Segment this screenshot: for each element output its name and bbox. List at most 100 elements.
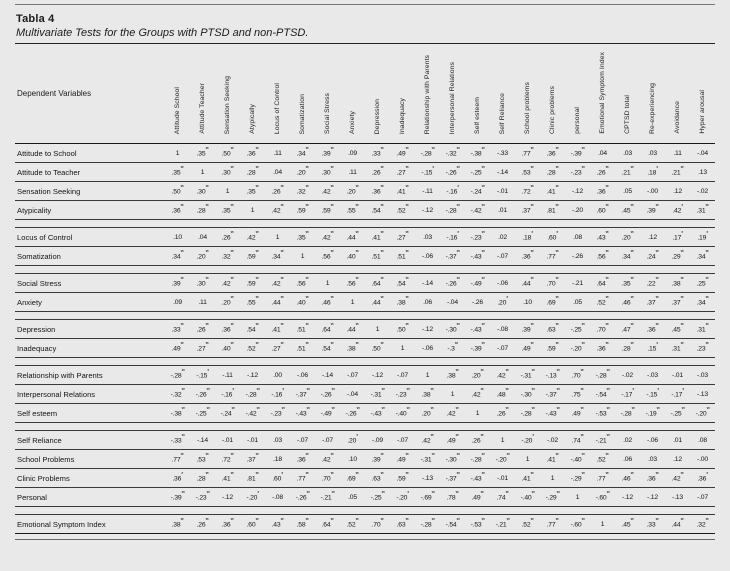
value-cell: .01 <box>665 430 690 450</box>
value-cell: .20* <box>490 292 515 312</box>
value-cell: -.38** <box>465 143 490 163</box>
value-cell: .54** <box>365 200 390 220</box>
value-cell: .70** <box>365 514 390 534</box>
table-row: Emotional Symptom Index .38** .26** .36** .6… <box>15 514 715 534</box>
value-cell: .40** <box>215 338 240 358</box>
value-cell: .33** <box>365 143 390 163</box>
value-cell: 1 <box>365 319 390 339</box>
value-cell: .31** <box>690 200 715 220</box>
value-cell: .41** <box>515 468 540 488</box>
value-cell: -.23** <box>390 384 415 404</box>
value-cell: .35** <box>290 227 315 247</box>
value-cell: .35** <box>615 273 640 293</box>
column-header: Self esteem <box>465 44 490 144</box>
value-cell: .77** <box>165 449 190 469</box>
table-row: Self Reliance -.33** -.14 -.01 -.01.03 -.07 -.… <box>15 430 715 450</box>
value-cell: .27** <box>390 227 415 247</box>
value-cell: .42** <box>215 273 240 293</box>
value-cell: .44** <box>665 514 690 534</box>
value-cell: .44** <box>340 319 365 339</box>
value-cell: .04 <box>190 227 215 247</box>
value-cell: .49** <box>440 430 465 450</box>
value-cell: .60* <box>265 468 290 488</box>
value-cell: -.25** <box>665 403 690 423</box>
value-cell: -.20** <box>690 403 715 423</box>
value-cell: -.13** <box>540 365 565 385</box>
table-row: Relationship with Parents -.28** -.15* -.11… <box>15 365 715 385</box>
row-label: Relationship with Parents <box>15 365 165 385</box>
value-cell: -.07 <box>390 365 415 385</box>
value-cell: -.25** <box>465 162 490 182</box>
value-cell: 1 <box>540 468 565 488</box>
value-cell: .49** <box>465 487 490 507</box>
value-cell: .52** <box>390 200 415 220</box>
value-cell: .44** <box>340 227 365 247</box>
value-cell: -.24** <box>215 403 240 423</box>
value-cell: 1 <box>515 449 540 469</box>
value-cell: -.14 <box>190 430 215 450</box>
group-spacer <box>15 311 715 320</box>
value-cell: .26** <box>190 514 215 534</box>
value-cell: -.43** <box>465 319 490 339</box>
value-cell: -.07 <box>490 338 515 358</box>
value-cell: -.33 <box>490 143 515 163</box>
table-row: Interpersonal Relations -.32** -.26** -.16*… <box>15 384 715 404</box>
value-cell: -.16* <box>215 384 240 404</box>
value-cell: -.23** <box>465 227 490 247</box>
value-cell: .41** <box>215 468 240 488</box>
value-cell: 1 <box>565 487 590 507</box>
value-cell: .28** <box>190 468 215 488</box>
value-cell: -.02 <box>690 181 715 201</box>
value-cell: .64** <box>590 273 615 293</box>
value-cell: .59** <box>240 246 265 266</box>
column-header: Anxiety <box>340 44 365 144</box>
row-label: Personal <box>15 487 165 507</box>
value-cell: -.06 <box>290 365 315 385</box>
value-cell: -.09 <box>365 430 390 450</box>
value-cell: .45** <box>615 200 640 220</box>
value-cell: .59** <box>390 468 415 488</box>
value-cell: .26** <box>190 319 215 339</box>
value-cell: .04 <box>590 143 615 163</box>
column-header: Interpersonal Relations <box>440 44 465 144</box>
value-cell: -.03 <box>690 365 715 385</box>
value-cell: -.37** <box>290 384 315 404</box>
value-cell: .31** <box>665 338 690 358</box>
value-cell: .05 <box>340 487 365 507</box>
value-cell: 1 <box>190 162 215 182</box>
group-spacer <box>15 357 715 366</box>
value-cell: .13 <box>690 162 715 182</box>
value-cell: .15* <box>640 338 665 358</box>
value-cell: .00 <box>265 365 290 385</box>
title-rule <box>15 43 715 44</box>
value-cell: .36** <box>165 200 190 220</box>
table-subtitle: Multivariate Tests for the Groups with P… <box>16 27 309 39</box>
top-rule <box>15 4 715 5</box>
row-label: Self esteem <box>15 403 165 423</box>
value-cell: -.29** <box>565 468 590 488</box>
value-cell: -.06 <box>640 430 665 450</box>
value-cell: -.07 <box>490 246 515 266</box>
value-cell: -.11 <box>215 365 240 385</box>
value-cell: .54** <box>390 273 415 293</box>
value-cell: .05 <box>565 292 590 312</box>
value-cell: .04 <box>265 162 290 182</box>
value-cell: .60** <box>590 200 615 220</box>
value-cell: -.31** <box>415 449 440 469</box>
value-cell: -.40** <box>515 487 540 507</box>
value-cell: .20** <box>415 403 440 423</box>
row-label: Attitude to School <box>15 143 165 163</box>
value-cell: .50** <box>215 143 240 163</box>
value-cell: .30** <box>315 162 340 182</box>
value-cell: .49** <box>390 449 415 469</box>
column-header: Atypically <box>240 44 265 144</box>
row-label: Social Stress <box>15 273 165 293</box>
value-cell: .39** <box>515 319 540 339</box>
table-row: Anxiety .09.11.20** .55** .44** .40** .46** 1.… <box>15 292 715 312</box>
value-cell: .20** <box>465 365 490 385</box>
row-label: Emotional Symptom Index <box>15 514 165 534</box>
value-cell: -.28** <box>515 403 540 423</box>
value-cell: .63** <box>540 319 565 339</box>
column-header: Social Stress <box>315 44 340 144</box>
